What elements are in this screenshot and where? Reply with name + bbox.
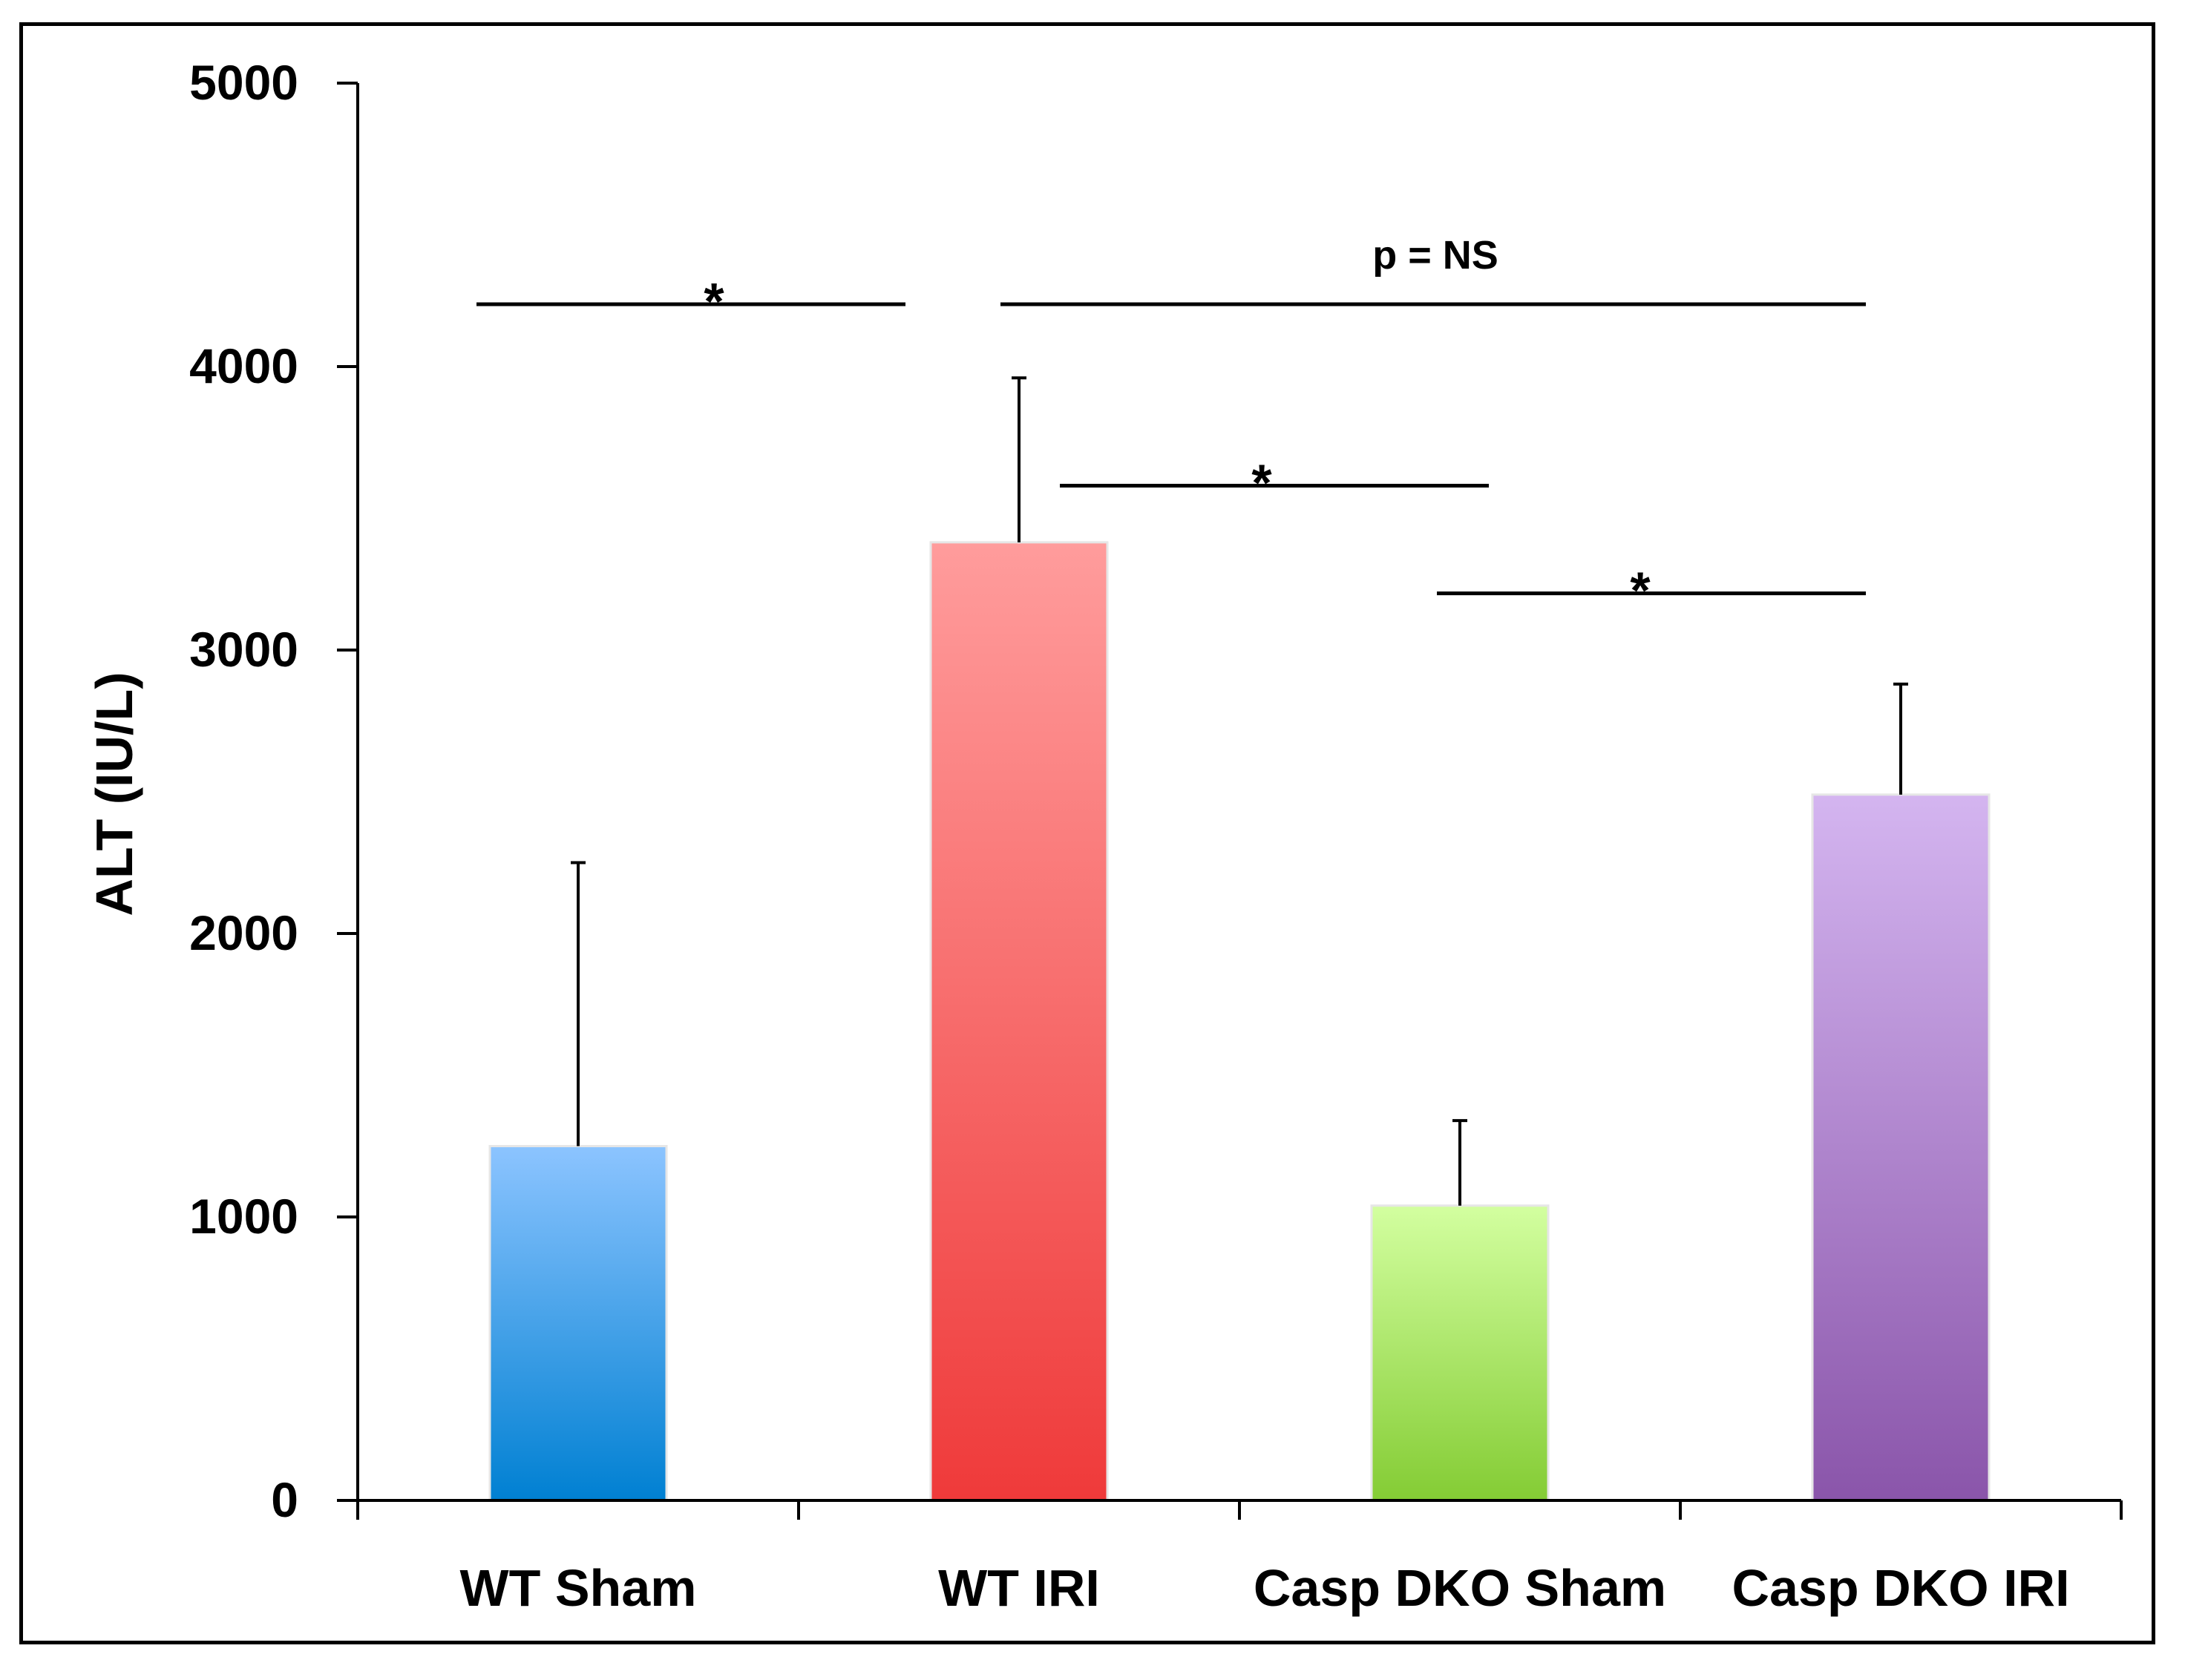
significance-label-2: * — [1251, 453, 1272, 511]
y-tick-label-4: 4000 — [189, 338, 298, 393]
significance-label-0: * — [704, 272, 724, 330]
y-tick-label-0: 0 — [271, 1472, 298, 1527]
y-axis-title: ALT (IU/L) — [85, 672, 143, 916]
y-tick-label-3: 3000 — [189, 622, 298, 677]
y-tick-label-1: 1000 — [189, 1189, 298, 1244]
bar-1 — [929, 541, 1109, 1502]
bar-3 — [1811, 793, 1991, 1502]
category-label-3: Casp DKO IRI — [1732, 1559, 2069, 1617]
category-label-1: WT IRI — [938, 1559, 1100, 1617]
bar-0 — [488, 1145, 668, 1502]
category-label-0: WT Sham — [460, 1559, 697, 1617]
significance-label-1: p = NS — [1372, 233, 1498, 278]
category-label-2: Casp DKO Sham — [1254, 1559, 1666, 1617]
y-tick-label-2: 2000 — [189, 905, 298, 960]
significance-label-3: * — [1630, 562, 1651, 620]
bar-2 — [1370, 1204, 1550, 1502]
y-tick-label-5: 5000 — [189, 55, 298, 110]
